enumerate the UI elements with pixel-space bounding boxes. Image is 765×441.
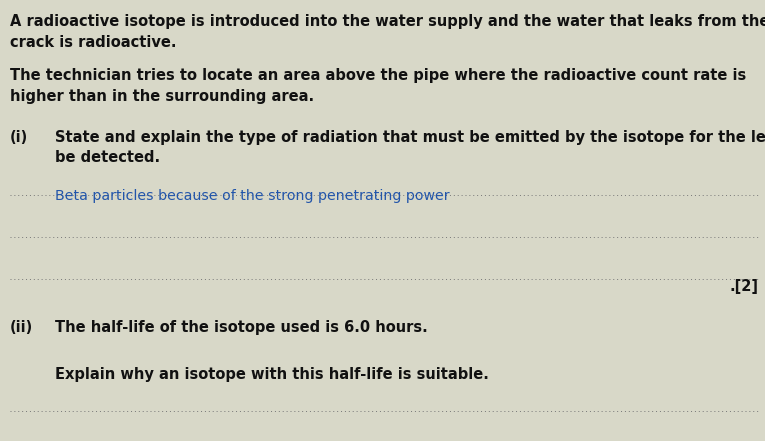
Text: .[2]: .[2]: [729, 279, 758, 294]
Text: The technician tries to locate an area above the pipe where the radioactive coun: The technician tries to locate an area a…: [10, 68, 746, 104]
Text: (ii): (ii): [10, 320, 33, 335]
Text: (i): (i): [10, 130, 28, 145]
Text: Beta particles because of the strong penetrating power: Beta particles because of the strong pen…: [55, 189, 450, 203]
Text: Explain why an isotope with this half-life is suitable.: Explain why an isotope with this half-li…: [55, 367, 489, 382]
Text: State and explain the type of radiation that must be emitted by the isotope for : State and explain the type of radiation …: [55, 130, 765, 165]
Text: The half-life of the isotope used is 6.0 hours.: The half-life of the isotope used is 6.0…: [55, 320, 428, 335]
Text: A radioactive isotope is introduced into the water supply and the water that lea: A radioactive isotope is introduced into…: [10, 14, 765, 49]
